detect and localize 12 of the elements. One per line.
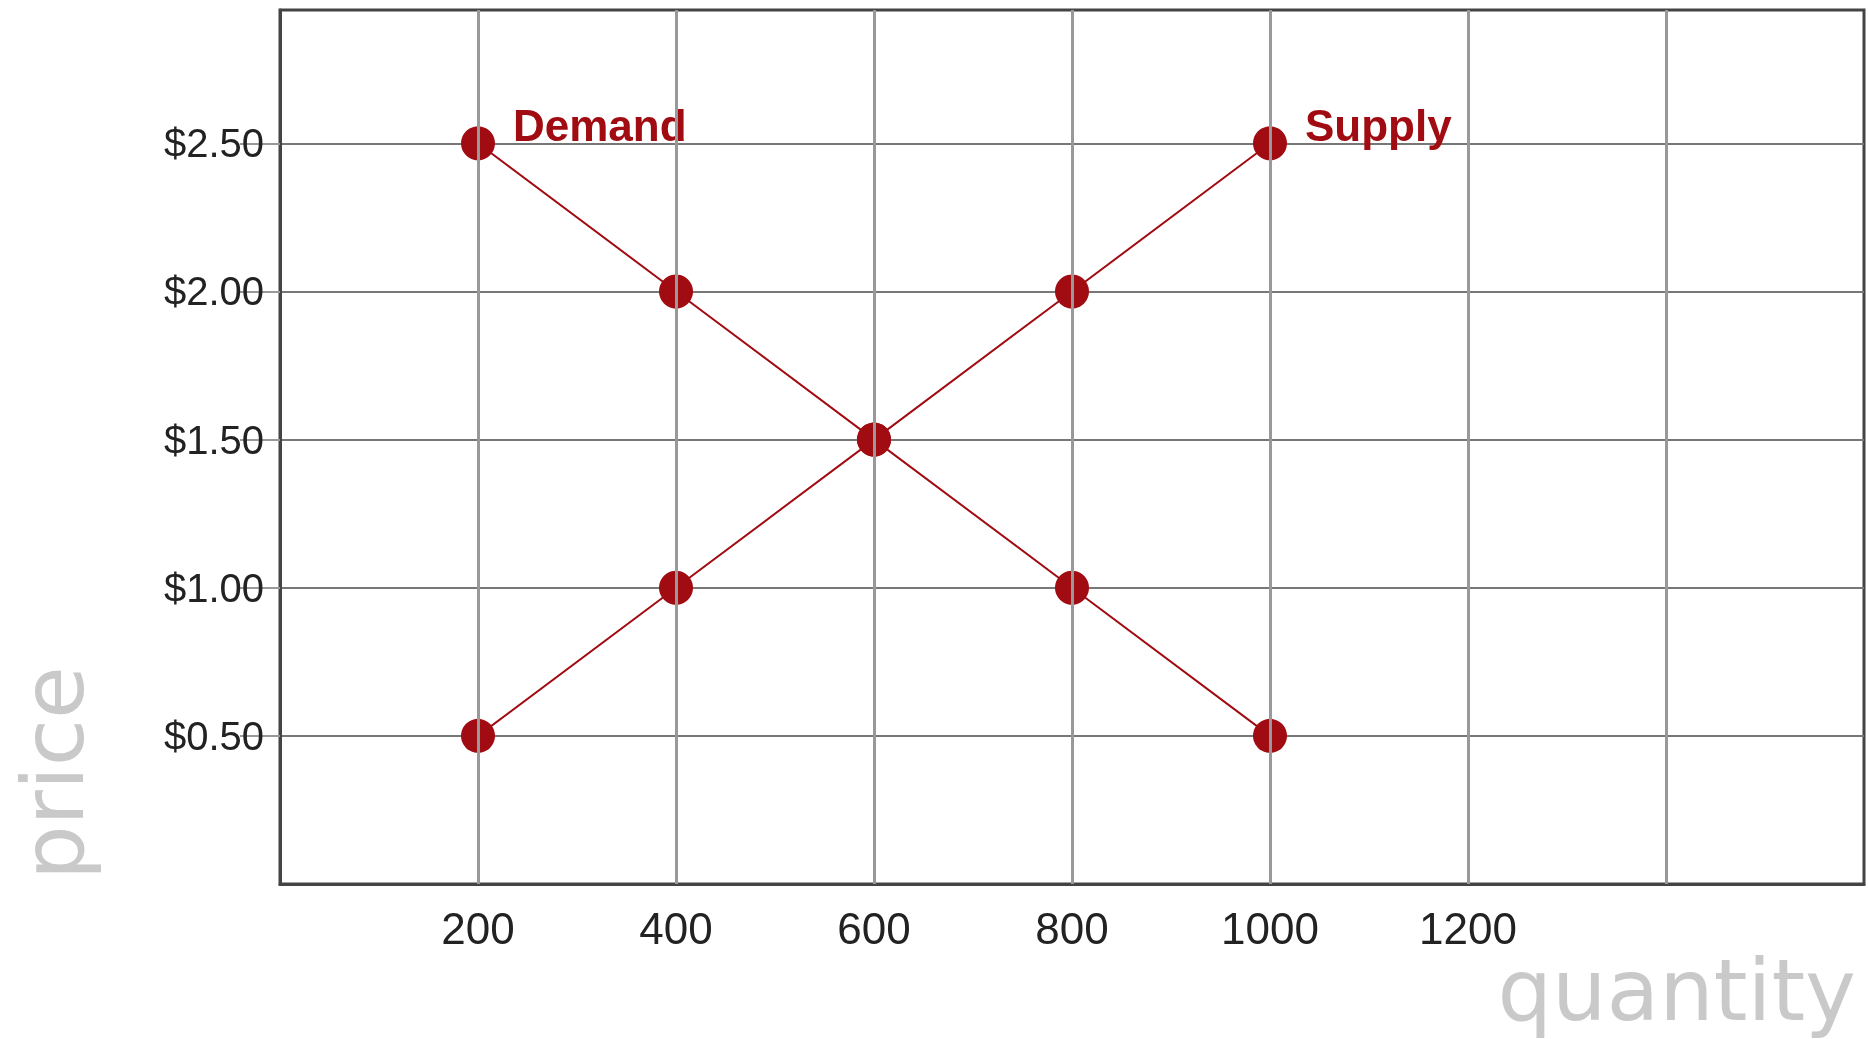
- y-tick-label: $1.00: [163, 565, 264, 610]
- x-tick-label: 800: [1035, 903, 1109, 953]
- y-tick-label: $1.50: [163, 417, 264, 462]
- y-tick-label: $2.00: [163, 269, 264, 314]
- y-tick-label: $2.50: [163, 121, 264, 166]
- x-tick-label: 1000: [1221, 903, 1319, 953]
- y-tick-label: $0.50: [163, 713, 264, 758]
- series-label: Supply: [1305, 100, 1453, 150]
- series-label: Demand: [513, 100, 687, 150]
- x-tick-label: 400: [639, 903, 713, 953]
- x-tick-label: 200: [441, 903, 515, 953]
- x-tick-label: 600: [837, 903, 911, 953]
